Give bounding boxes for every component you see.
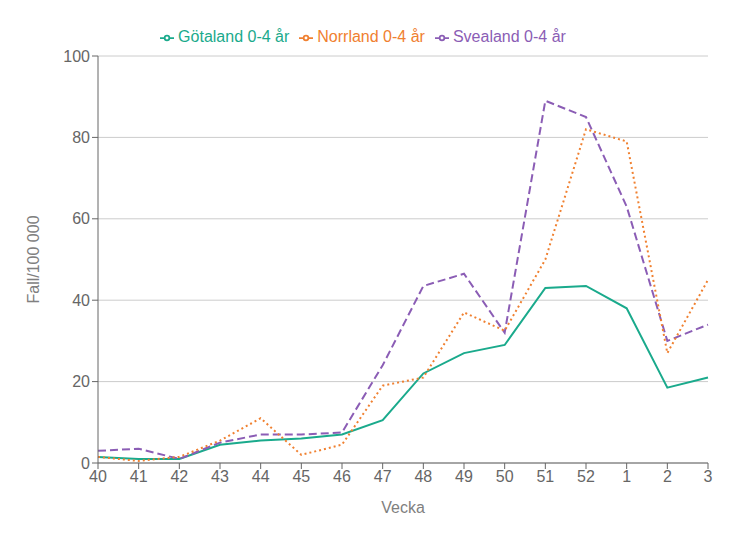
svg-text:1: 1 [622,468,631,485]
html-text:Götaland 0-4 år: Götaland 0-4 år [178,28,290,45]
svg-text:47: 47 [374,468,392,485]
svg-text:2: 2 [663,468,672,485]
svg-text:80: 80 [72,129,90,146]
svg-text:Fall/100 000: Fall/100 000 [25,215,42,303]
svg-text:60: 60 [72,210,90,227]
svg-text:100: 100 [63,48,90,65]
svg-text:50: 50 [496,468,514,485]
svg-text:51: 51 [536,468,554,485]
html-text:Norrland 0-4 år: Norrland 0-4 år [317,28,425,45]
svg-text:Vecka: Vecka [381,499,425,516]
html-text:Svealand 0-4 år: Svealand 0-4 år [452,28,566,45]
svg-text:40: 40 [72,292,90,309]
svg-text:43: 43 [211,468,229,485]
svg-text:48: 48 [414,468,432,485]
svg-text:20: 20 [72,373,90,390]
svg-text:46: 46 [333,468,351,485]
svg-text:42: 42 [170,468,188,485]
svg-text:41: 41 [130,468,148,485]
svg-text:40: 40 [89,468,107,485]
svg-text:0: 0 [81,455,90,472]
svg-text:52: 52 [577,468,595,485]
svg-text:45: 45 [292,468,310,485]
svg-text:3: 3 [704,468,713,485]
svg-text:49: 49 [455,468,473,485]
svg-text:44: 44 [252,468,270,485]
